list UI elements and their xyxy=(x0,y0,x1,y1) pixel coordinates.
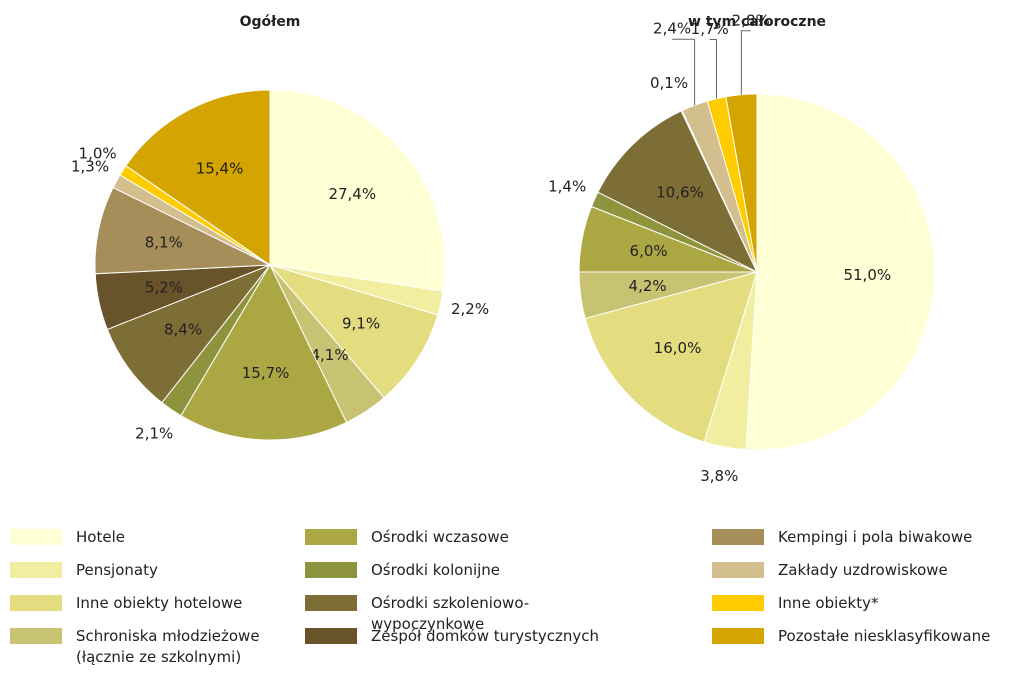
legend-swatch xyxy=(305,628,357,644)
data-label: 1,0% xyxy=(79,145,117,163)
pie-slice xyxy=(584,271,758,443)
leader-line xyxy=(740,30,751,95)
charts: Ogółem w tym całoroczne 27,4% 2,2% 9,1% 4,1… xyxy=(71,11,936,485)
legend-swatch xyxy=(712,562,764,578)
legend-item: Ośrodki szkoleniowo-wypoczynkowe xyxy=(305,593,615,635)
legend-swatch xyxy=(10,562,62,578)
data-label: 8,4% xyxy=(164,320,202,338)
data-label: 4,2% xyxy=(629,277,667,295)
pie-slice xyxy=(725,93,758,273)
chart-title: w tym całoroczne xyxy=(688,14,826,30)
legend-item: Inne obiekty* xyxy=(712,593,1022,614)
pie-slice xyxy=(268,264,439,399)
legend-label: Schroniska młodzieżowe (łącznie ze szkol… xyxy=(76,627,260,666)
data-label: 16,0% xyxy=(654,339,702,357)
legend-item: Ośrodki wczasowe xyxy=(305,527,615,548)
legend-swatch xyxy=(712,628,764,644)
pie-slice xyxy=(125,89,271,266)
legend-swatch xyxy=(10,529,62,545)
legend-item: Kempingi i pola biwakowe xyxy=(712,527,1022,548)
data-label: 2,4% xyxy=(653,20,691,38)
data-label: 1,7% xyxy=(691,20,729,38)
pie-slice xyxy=(106,263,272,404)
data-label: 51,0% xyxy=(843,266,891,284)
legend-swatch xyxy=(10,628,62,644)
data-label: 2,2% xyxy=(451,300,489,318)
legend-item: Zakłady uzdrowiskowe xyxy=(712,560,1022,581)
data-label: 0,1% xyxy=(650,74,688,92)
data-label: 15,4% xyxy=(196,159,244,177)
pie-slice xyxy=(94,186,272,275)
data-label: 5,2% xyxy=(145,279,183,297)
data-label: 3,8% xyxy=(700,467,738,485)
legend-item: Pozostałe niesklasyfikowane xyxy=(712,626,1022,647)
legend-label: Zespół domków turystycznych xyxy=(371,627,599,645)
pie-slice xyxy=(745,93,936,451)
legend-swatch xyxy=(712,595,764,611)
data-label: 8,1% xyxy=(145,233,183,251)
data-label: 9,1% xyxy=(342,314,380,332)
legend-swatch xyxy=(10,595,62,611)
legend-swatch xyxy=(305,562,357,578)
legend-label: Inne obiekty hotelowe xyxy=(76,594,243,612)
legend-label: Ośrodki wczasowe xyxy=(371,528,509,546)
chart-title: Ogółem xyxy=(240,14,301,30)
leader-line xyxy=(709,38,718,99)
pie-slice xyxy=(180,263,348,441)
legend-item: Hotele xyxy=(10,527,320,548)
legend-label: Ośrodki szkoleniowo-wypoczynkowe xyxy=(371,594,530,633)
legend-label: Kempingi i pola biwakowe xyxy=(778,528,973,546)
legend-label: Hotele xyxy=(76,528,125,546)
data-label: 6,0% xyxy=(630,242,668,260)
data-label: 1,3% xyxy=(71,157,109,175)
legend-item: Inne obiekty hotelowe xyxy=(10,593,320,614)
legend-label: Inne obiekty* xyxy=(778,594,879,612)
pie-slice xyxy=(597,110,759,274)
data-label: 2,8% xyxy=(732,11,770,29)
pie-slice xyxy=(269,89,446,292)
legend-item: Pensjonaty xyxy=(10,560,320,581)
data-label: 1,4% xyxy=(548,178,586,196)
legend-label: Pensjonaty xyxy=(76,561,158,579)
data-label: 27,4% xyxy=(328,185,376,203)
legend-item: Zespół domków turystycznych xyxy=(305,626,615,647)
legend-label: Ośrodki kolonijne xyxy=(371,561,501,579)
legend-swatch xyxy=(712,529,764,545)
data-label: 15,7% xyxy=(242,364,290,382)
legend-swatch xyxy=(305,529,357,545)
legend-item: Schroniska młodzieżowe (łącznie ze szkol… xyxy=(10,626,320,668)
leader-line xyxy=(672,38,696,106)
data-label: 4,1% xyxy=(311,346,349,364)
data-label: 2,1% xyxy=(135,425,173,443)
legend-item: Ośrodki kolonijne xyxy=(305,560,615,581)
legend-label: Zakłady uzdrowiskowe xyxy=(778,561,948,579)
data-label: 10,6% xyxy=(656,183,704,201)
legend-swatch xyxy=(305,595,357,611)
legend-label: Pozostałe niesklasyfikowane xyxy=(778,627,991,645)
